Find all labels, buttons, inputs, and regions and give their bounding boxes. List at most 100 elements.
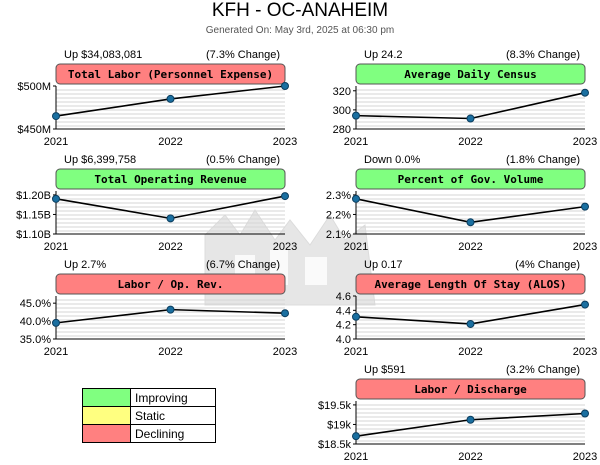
y-tick-label: $1.20B [16,190,51,202]
chart-panel-3: Up $6,399,758 (0.5% Change) Total Operatin… [16,154,297,253]
y-tick-label: 320 [333,86,351,98]
y-tick-label: 4.2 [336,320,351,332]
legend-swatch-declining [82,424,131,443]
legend-row-declining: Declining [82,424,216,443]
status-banner [55,168,286,190]
status-banner [355,168,586,190]
chart-panel-6: Up 0.17 (4% Change) Average Length Of Stay… [336,259,598,358]
legend-swatch-improving [82,388,131,407]
status-banner [55,273,286,295]
data-point [281,82,289,90]
data-point [466,319,475,328]
x-tick-label: 2021 [344,241,368,253]
y-tick-label: 280 [333,124,351,136]
y-tick-label: 40.0% [20,316,51,328]
x-tick-label: 2022 [158,136,182,148]
status-banner [355,273,586,295]
data-point [352,312,360,321]
x-tick-label: 2022 [458,451,482,463]
change-text: Up 24.2 [364,49,403,61]
x-tick-label: 2022 [158,241,182,253]
x-tick-label: 2023 [273,241,297,253]
x-tick-label: 2021 [44,136,68,148]
data-point [466,218,475,227]
x-tick-label: 2023 [573,346,597,358]
x-tick-label: 2021 [344,346,368,358]
change-text: Up $34,083,081 [64,49,142,61]
x-tick-label: 2022 [458,241,482,253]
percent-change-text: (4% Change) [515,259,580,271]
x-tick-label: 2021 [344,451,368,463]
change-text: Up 2.7% [64,259,106,271]
change-text: Up $591 [364,364,406,376]
x-tick-label: 2021 [344,136,368,148]
y-tick-label: 35.0% [20,334,51,346]
data-point [581,202,589,211]
x-tick-label: 2022 [158,346,182,358]
y-tick-label: 4.4 [336,305,351,317]
legend-row-static: Static [82,406,216,425]
data-point [52,194,60,203]
chart-panel-7: Up $591 (3.2% Change) Labor / Discharge $18… [318,364,597,463]
y-tick-label: $450M [17,124,51,136]
data-point [352,194,360,203]
y-tick-label: 2.2% [326,209,351,221]
percent-change-text: (8.3% Change) [506,49,580,61]
data-point [352,432,360,441]
percent-change-text: (1.8% Change) [506,154,580,166]
chart-panel-5: Up 2.7% (6.7% Change) Labor / Op. Rev. 35.0… [20,259,297,358]
y-tick-label: $500M [17,81,51,93]
data-point [466,415,475,424]
chart-title: Labor / Op. Rev. [118,278,224,291]
data-point [166,214,175,223]
data-point [581,88,589,97]
x-tick-label: 2021 [44,346,68,358]
y-tick-label: 2.3% [326,190,351,202]
generated-timestamp: Generated On: May 3rd, 2025 at 06:30 pm [205,25,395,36]
percent-change-text: (7.3% Change) [206,49,280,61]
x-tick-label: 2023 [573,451,597,463]
percent-change-text: (6.7% Change) [206,259,280,271]
y-tick-label: $19.5k [318,400,352,412]
x-tick-label: 2023 [573,136,597,148]
y-tick-label: 45.0% [20,298,51,310]
data-point [52,112,60,121]
data-point [166,94,175,103]
y-tick-label: 4.0 [336,334,351,346]
legend-label-static: Static [130,406,216,425]
change-text: Up $6,399,758 [64,154,136,166]
legend-swatch-static [82,406,131,425]
y-tick-label: 4.6 [336,291,351,303]
legend-label-improving: Improving [130,388,216,407]
status-banner [355,63,586,85]
chart-title: Average Daily Census [404,68,536,81]
data-point [581,300,589,309]
x-tick-label: 2021 [44,241,68,253]
change-text: Up 0.17 [364,259,403,271]
page-title: KFH - OC-ANAHEIM [211,0,389,21]
status-banner [55,63,286,85]
y-tick-label: $19k [327,419,351,431]
chart-title: Labor / Discharge [414,383,527,396]
chart-title: Percent of Gov. Volume [398,173,544,186]
percent-change-text: (0.5% Change) [206,154,280,166]
legend-row-improving: Improving [82,388,216,407]
chart-title: Total Labor (Personnel Expense) [68,68,273,81]
data-point [281,192,289,201]
x-tick-label: 2023 [273,346,297,358]
chart-panel-1: Up $34,083,081 (7.3% Change) Total Labor (… [17,49,297,148]
y-tick-label: $1.15B [16,209,51,221]
x-tick-label: 2022 [458,346,482,358]
data-point [352,111,360,120]
chart-title: Total Operating Revenue [94,173,247,186]
chart-panel-2: Up 24.2 (8.3% Change) Average Daily Census… [333,49,598,148]
data-point [466,114,475,123]
chart-title: Average Length Of Stay (ALOS) [374,278,566,291]
status-banner [355,378,586,400]
legend: Improving Static Declining [82,388,216,443]
chart-panel-4: Down 0.0% (1.8% Change) Percent of Gov. Vo… [326,154,597,253]
x-tick-label: 2023 [273,136,297,148]
y-tick-label: 300 [333,105,351,117]
change-text: Down 0.0% [364,154,420,166]
